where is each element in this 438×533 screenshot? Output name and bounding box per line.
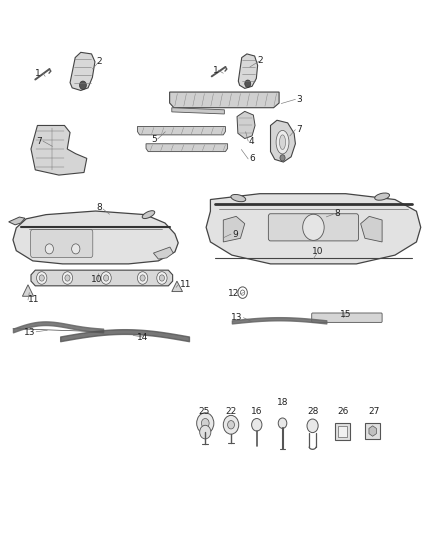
Polygon shape (170, 92, 279, 108)
Polygon shape (138, 126, 226, 135)
Ellipse shape (279, 135, 286, 149)
Circle shape (36, 272, 47, 284)
Circle shape (251, 418, 262, 431)
Text: 28: 28 (308, 407, 319, 416)
Circle shape (307, 419, 318, 433)
Text: 8: 8 (96, 204, 102, 213)
Polygon shape (70, 52, 95, 91)
Text: 14: 14 (137, 333, 148, 342)
Circle shape (101, 272, 111, 284)
Circle shape (159, 275, 165, 281)
Polygon shape (146, 144, 228, 151)
Text: 27: 27 (369, 407, 380, 416)
Text: 8: 8 (334, 209, 340, 217)
Circle shape (39, 275, 44, 281)
Circle shape (72, 244, 80, 254)
Text: 1: 1 (213, 66, 219, 75)
Text: 13: 13 (231, 313, 243, 322)
Circle shape (245, 80, 251, 87)
Text: 3: 3 (296, 95, 302, 104)
Polygon shape (22, 285, 34, 296)
Text: 13: 13 (24, 328, 35, 337)
FancyBboxPatch shape (268, 214, 358, 241)
Circle shape (278, 418, 287, 429)
Circle shape (228, 421, 234, 429)
Circle shape (62, 272, 73, 284)
Ellipse shape (374, 193, 389, 200)
Polygon shape (153, 247, 173, 259)
Circle shape (80, 81, 86, 90)
Circle shape (201, 418, 209, 428)
Circle shape (303, 214, 324, 240)
Polygon shape (206, 193, 421, 264)
Text: 2: 2 (257, 55, 263, 64)
Polygon shape (172, 108, 224, 114)
Text: 11: 11 (28, 295, 39, 304)
Circle shape (103, 275, 109, 281)
Ellipse shape (142, 211, 155, 219)
Polygon shape (238, 54, 258, 88)
Text: 22: 22 (225, 407, 236, 416)
Polygon shape (369, 426, 376, 436)
Polygon shape (31, 125, 87, 175)
Text: 9: 9 (232, 230, 238, 239)
Text: 16: 16 (251, 407, 262, 416)
Circle shape (65, 275, 70, 281)
Text: 18: 18 (277, 398, 288, 407)
Polygon shape (13, 211, 178, 264)
FancyBboxPatch shape (338, 426, 347, 437)
Circle shape (138, 272, 148, 284)
Polygon shape (271, 120, 295, 162)
FancyBboxPatch shape (312, 313, 382, 322)
Polygon shape (223, 216, 245, 242)
Text: 4: 4 (249, 136, 254, 146)
FancyBboxPatch shape (335, 423, 350, 440)
Circle shape (45, 244, 53, 254)
Text: 2: 2 (96, 57, 102, 66)
Circle shape (223, 415, 239, 434)
Text: 5: 5 (151, 134, 157, 143)
Text: 1: 1 (35, 69, 41, 78)
Text: 10: 10 (312, 247, 324, 256)
Circle shape (140, 275, 145, 281)
Circle shape (200, 425, 211, 439)
Polygon shape (360, 216, 382, 242)
Circle shape (280, 155, 285, 161)
Text: 7: 7 (36, 136, 42, 146)
Text: 10: 10 (91, 274, 102, 284)
FancyBboxPatch shape (365, 423, 380, 439)
Circle shape (157, 272, 167, 284)
Polygon shape (31, 270, 173, 286)
Text: 11: 11 (180, 280, 191, 289)
Polygon shape (172, 281, 183, 292)
Text: 15: 15 (340, 310, 351, 319)
Polygon shape (9, 217, 25, 225)
Polygon shape (237, 111, 255, 139)
Ellipse shape (276, 131, 289, 154)
Text: 25: 25 (198, 407, 210, 416)
Circle shape (197, 413, 214, 434)
Text: 12: 12 (228, 289, 239, 298)
Text: 7: 7 (296, 125, 302, 134)
Text: 6: 6 (249, 155, 255, 164)
Text: 26: 26 (338, 407, 349, 416)
FancyBboxPatch shape (31, 229, 93, 257)
Ellipse shape (231, 195, 246, 201)
